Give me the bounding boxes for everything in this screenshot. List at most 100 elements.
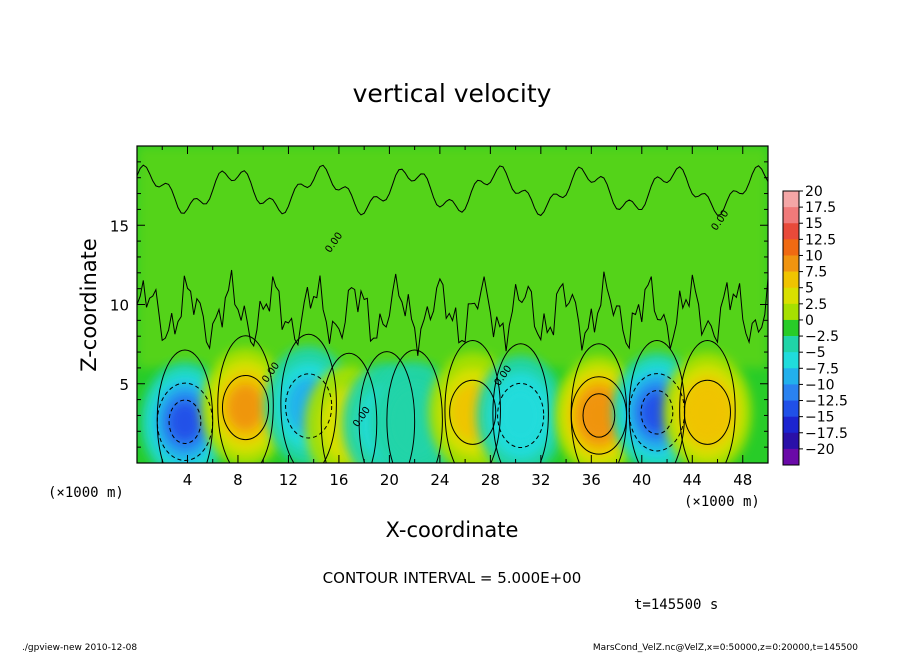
- y-tick-label: 15: [110, 217, 129, 235]
- colorbar-segment: [783, 255, 799, 272]
- contour-set: [280, 333, 337, 463]
- time-text: t=145500 s: [634, 597, 718, 613]
- contour-line: [497, 382, 545, 449]
- contour-set: [444, 340, 501, 463]
- zero-contour: [492, 343, 549, 463]
- velocity-level: [689, 389, 726, 436]
- contour-set: [570, 343, 628, 463]
- x-tick-label: 40: [632, 471, 651, 489]
- x-tick-label: 32: [531, 471, 550, 489]
- zero-contour: [358, 351, 416, 463]
- x-tick-label: 4: [183, 471, 193, 489]
- y-tick-label: 10: [110, 297, 129, 315]
- contour-set: [358, 351, 416, 463]
- colorbar-segment: [783, 416, 799, 434]
- colorbar-segment: [783, 352, 799, 369]
- contour-interval-text: CONTOUR INTERVAL = 5.000E+00: [323, 569, 582, 587]
- colorbar-label: 5: [805, 281, 814, 297]
- contour-set: [320, 352, 378, 463]
- x-tick-label: 36: [582, 471, 601, 489]
- contour-line: [285, 373, 333, 439]
- contour-set: [679, 340, 736, 463]
- x-tick-label: 28: [481, 471, 500, 489]
- x-axis-label: X-coordinate: [386, 518, 519, 542]
- zero-contour-mid: [137, 269, 768, 356]
- contour-line: [449, 379, 497, 445]
- colorbar-label: −5: [805, 345, 826, 361]
- velocity-cell: [476, 355, 566, 463]
- colorbar-label: 17.5: [805, 200, 836, 216]
- colorbar-segment: [783, 191, 799, 208]
- colorbar-segment: [783, 400, 799, 417]
- zero-contour: [156, 349, 214, 463]
- colorbar-label: −12.5: [805, 394, 848, 410]
- contour-line: [168, 399, 202, 444]
- velocity-field: [137, 146, 768, 463]
- colorbar-label: 2.5: [805, 297, 827, 313]
- colorbar-label: −10: [805, 377, 835, 393]
- contour-set: [386, 349, 443, 463]
- colorbar-segment: [783, 271, 799, 289]
- colorbar-label: 7.5: [805, 265, 827, 281]
- contour-line: [221, 374, 270, 441]
- chart-title: vertical velocity: [353, 79, 552, 108]
- colorbar-label: −17.5: [805, 426, 848, 442]
- colorbar-segment: [783, 319, 799, 337]
- x-tick-label: 24: [430, 471, 449, 489]
- x-axis: 4 8 12 16 20 24 28 32 36 40 44 48: [161, 146, 752, 489]
- zero-contour: [386, 349, 443, 463]
- colorbar-segment: [783, 432, 799, 450]
- y-tick-label: 5: [119, 376, 129, 394]
- footer-left: ./gpview-new 2010-12-08: [22, 643, 137, 653]
- contour-line: [683, 379, 731, 445]
- colorbar-label: 12.5: [805, 232, 836, 248]
- colorbar-segment: [783, 287, 799, 305]
- zero-contour: [444, 340, 501, 463]
- colorbar-segment: [783, 336, 799, 353]
- x-tick-label: 12: [279, 471, 298, 489]
- plot-area: 0.000.000.000.000.00 4 8 12 16 20 24 28 32 36 40 4…: [110, 145, 769, 489]
- zero-contour: [320, 352, 378, 463]
- colorbar-label: 0: [805, 313, 814, 329]
- contour-line: [582, 393, 616, 438]
- colorbar-label: −7.5: [805, 361, 839, 377]
- contour-set: [492, 343, 549, 463]
- colorbar-segment: [783, 303, 799, 321]
- colorbar-segment: [783, 223, 799, 240]
- velocity-cell: [663, 352, 752, 463]
- x-tick-label: 16: [329, 471, 348, 489]
- colorbar-label: 10: [805, 248, 823, 264]
- colorbar-segment: [783, 384, 799, 401]
- zero-contour: [217, 335, 274, 463]
- velocity-level: [169, 402, 201, 442]
- colorbar-segment: [783, 239, 799, 256]
- velocity-level: [227, 384, 264, 431]
- footer-right: MarsCond_VelZ.nc@VelZ,x=0:50000,z=0:2000…: [593, 643, 858, 653]
- colorbar-label: −2.5: [805, 329, 839, 345]
- colorbar-segment: [783, 207, 799, 224]
- contour-set: [217, 335, 274, 463]
- x-tick-label: 48: [733, 471, 752, 489]
- y-axis-label: Z-coordinate: [77, 238, 101, 372]
- x-tick-label: 20: [380, 471, 399, 489]
- zero-contour: [280, 333, 337, 463]
- colorbar-label: −15: [805, 410, 835, 426]
- colorbar-label: −20: [805, 442, 835, 458]
- colorbar-label: 15: [805, 216, 823, 232]
- velocity-level: [498, 387, 543, 444]
- zero-contour-upper: [137, 164, 768, 217]
- colorbar: 2017.51512.5107.552.50−2.5−5−7.5−10−12.5…: [782, 184, 848, 466]
- x-tick-label: 44: [683, 471, 702, 489]
- x-tick-label: 8: [233, 471, 243, 489]
- colorbar-label: 20: [805, 184, 823, 200]
- zero-contour: [570, 343, 628, 463]
- colorbar-segment: [783, 448, 799, 466]
- zero-contour: [679, 340, 736, 463]
- x-unit-right: (×1000 m): [684, 494, 760, 510]
- upper-wash: [137, 146, 768, 368]
- contour-line: [640, 390, 674, 435]
- x-unit-left: (×1000 m): [48, 485, 124, 501]
- colorbar-segment: [783, 368, 799, 385]
- velocity-level: [583, 396, 615, 435]
